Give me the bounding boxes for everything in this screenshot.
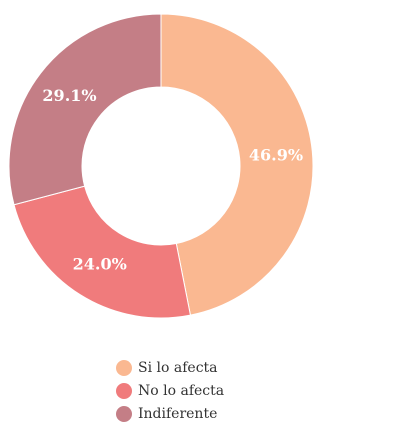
- legend-label-si-lo-afecta: Si lo afecta: [138, 359, 218, 376]
- legend-item-si-lo-afecta: Si lo afecta: [116, 356, 296, 379]
- legend-swatch-indiferente: [116, 405, 132, 422]
- donut-slice-si-lo-afecta: [160, 13, 314, 316]
- legend-label-indiferente: Indiferente: [138, 405, 218, 422]
- donut-chart: 46.9% 24.0% 29.1%: [8, 13, 314, 319]
- chart-legend: Si lo afecta No lo afecta Indiferente: [116, 356, 296, 425]
- legend-swatch-no-lo-afecta: [116, 382, 132, 399]
- donut-slice-indiferente: [8, 13, 162, 206]
- legend-item-indiferente: Indiferente: [116, 402, 296, 425]
- legend-item-no-lo-afecta: No lo afecta: [116, 379, 296, 402]
- slice-label-no-lo-afecta: 24.0%: [73, 254, 127, 273]
- legend-swatch-si-lo-afecta: [116, 359, 132, 376]
- legend-label-no-lo-afecta: No lo afecta: [138, 382, 225, 399]
- slice-label-indiferente: 29.1%: [42, 86, 96, 105]
- donut-slice-no-lo-afecta: [13, 185, 192, 319]
- donut-chart-svg: 46.9% 24.0% 29.1%: [8, 13, 314, 319]
- slice-label-si-lo-afecta: 46.9%: [249, 145, 303, 164]
